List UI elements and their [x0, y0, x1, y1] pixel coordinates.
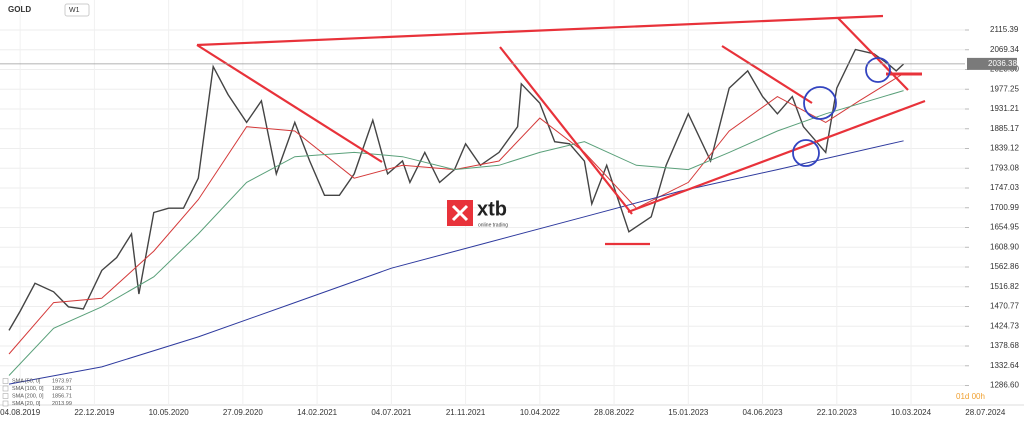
legend-checkbox [2, 385, 9, 392]
series-line [8, 48, 905, 331]
legend-checkbox [2, 378, 9, 384]
x-tick-label: 28.07.2024 [965, 408, 1006, 417]
y-tick-label: 1885.17 [990, 124, 1019, 133]
y-tick-label: 1747.03 [990, 183, 1019, 192]
legend-checkbox [2, 393, 9, 399]
legend-value: 1856.71 [52, 393, 72, 399]
legend-value: 1973.97 [52, 378, 72, 384]
x-tick-label: 10.03.2024 [891, 408, 932, 417]
y-tick-label: 1424.73 [990, 321, 1019, 330]
grid [0, 0, 965, 405]
x-tick-label: 04.07.2021 [371, 408, 412, 417]
x-tick-label: 28.08.2022 [594, 408, 635, 417]
legend-label: SMA [100, 0] [12, 386, 44, 392]
x-tick-label: 21.11.2021 [446, 408, 486, 417]
trend-line [721, 45, 813, 104]
annotations [196, 14, 926, 246]
y-tick-label: 1977.25 [990, 84, 1019, 93]
legend-checkbox [2, 400, 9, 407]
series-group [8, 48, 905, 385]
y-tick-label: 1378.68 [990, 341, 1019, 350]
x-tick-label: 22.10.2023 [817, 408, 858, 417]
y-tick-label: 1608.90 [990, 242, 1019, 251]
x-tick-label: 15.01.2023 [668, 408, 709, 417]
circle [865, 57, 891, 83]
y-tick-label: 1839.12 [990, 144, 1019, 153]
x-tick-label: 10.04.2022 [520, 408, 561, 417]
legend-label: SMA [200, 0] [12, 393, 44, 399]
y-tick-label: 1793.08 [990, 163, 1019, 172]
x-tick-label: 22.12.2019 [74, 408, 115, 417]
y-tick-label: 1931.21 [990, 104, 1019, 113]
last-price-label: 2036.38 [988, 59, 1017, 68]
countdown: 01d 00h [956, 392, 985, 401]
legend-value: 2013.99 [52, 401, 72, 407]
circle [792, 139, 820, 167]
y-tick-label: 1516.82 [990, 282, 1019, 291]
trend-line [837, 17, 909, 91]
y-tick-label: 1700.99 [990, 203, 1019, 212]
symbol: GOLD [8, 5, 31, 14]
x-tick-label: 14.02.2021 [297, 408, 338, 417]
logo-tagline: online trading [478, 222, 508, 228]
logo-x [451, 204, 469, 222]
x-tick-label: 04.08.2019 [0, 408, 41, 417]
y-tick-label: 1562.86 [990, 262, 1019, 271]
legend-label: SMA [50, 0] [12, 378, 41, 384]
trend-line [196, 44, 383, 163]
y-tick-label: 2115.39 [990, 25, 1019, 34]
series-line [8, 90, 904, 376]
trend-line [627, 99, 926, 214]
x-tick-label: 04.06.2023 [743, 408, 784, 417]
circle [803, 86, 837, 120]
interval-button[interactable] [64, 3, 90, 17]
trend-line [499, 46, 633, 215]
y-tick-label: 1286.60 [990, 381, 1019, 390]
legend: SMA [50, 0] 1973.97 SMA [100, 0] 1856.71 SMA… [2, 378, 72, 407]
x-tick-label: 10.05.2020 [149, 408, 190, 417]
y-tick-label: 1332.64 [990, 361, 1019, 370]
series-line [8, 73, 904, 355]
logo: xtb online trading [447, 198, 508, 228]
trend-line [196, 14, 884, 47]
last-price-tag [967, 57, 1017, 70]
interval[interactable]: W1 [69, 7, 80, 14]
y-tick-label: 1470.77 [990, 302, 1019, 311]
y-tick-label: 2069.34 [990, 45, 1019, 54]
highlights [792, 57, 891, 167]
series-line [8, 140, 904, 385]
legend-label: SMA [20, 0] [12, 401, 41, 407]
logo-text: xtb [477, 198, 507, 220]
legend-value: 1856.71 [52, 386, 72, 392]
x-tick-label: 27.09.2020 [223, 408, 264, 417]
y-tick-label: 1654.95 [990, 223, 1019, 232]
